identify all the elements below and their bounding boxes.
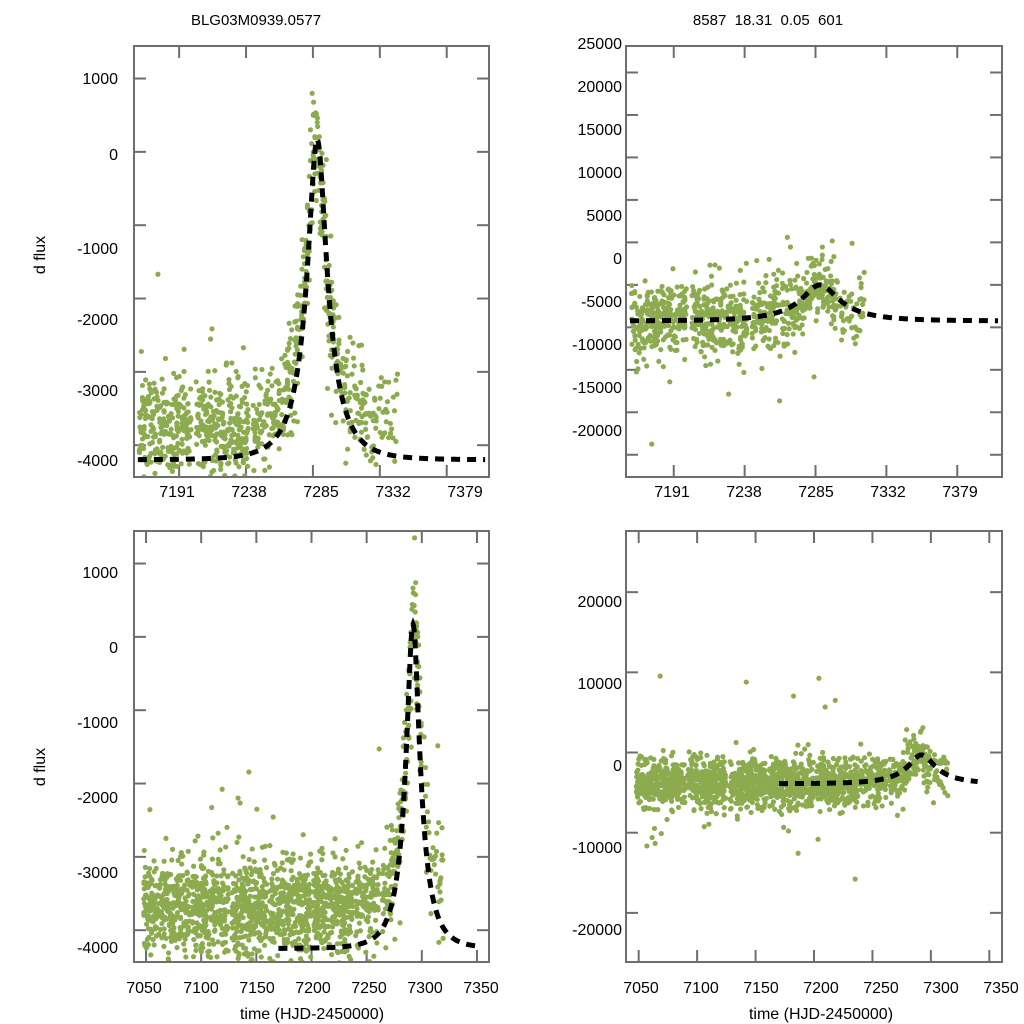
pa-tr-model-curve — [629, 282, 999, 324]
xtick-tl-0: 7191 — [159, 484, 195, 501]
ytick-br-1: 10000 — [577, 676, 623, 693]
xtick-bl-2: 7150 — [239, 980, 275, 997]
xtick-bl-5: 7300 — [407, 980, 443, 997]
xtick-bl-6: 7350 — [463, 980, 499, 997]
ytick-tl-0: 1000 — [82, 71, 118, 88]
xtick-tr-3: 7332 — [870, 484, 906, 501]
ytick-tr-3: 10000 — [577, 165, 623, 182]
panel-bottom-right: 20000 10000 0 -10000 -20000 7050 7100 71… — [512, 512, 1024, 1024]
xtick-br-3: 7200 — [803, 980, 839, 997]
ytick-bl-2: -1000 — [77, 715, 118, 732]
xtick-br-6: 7350 — [983, 980, 1019, 997]
xtick-br-1: 7100 — [683, 980, 719, 997]
ytick-tl-2: -1000 — [77, 241, 118, 258]
plot-area-bottom-left[interactable] — [133, 530, 490, 963]
ytick-tl-1: 0 — [109, 147, 118, 164]
ytick-bl-3: -2000 — [77, 790, 118, 807]
ytick-bl-0: 1000 — [82, 565, 118, 582]
ytick-tr-1: 20000 — [577, 79, 623, 96]
panel-top-right: 8587 18.31 0.05 601 25000 20000 15000 10… — [512, 0, 1024, 512]
pa-tl-data-layer — [135, 47, 488, 476]
pa-br-data-layer — [627, 532, 1001, 961]
ytick-bl-1: 0 — [109, 640, 118, 657]
xtick-br-5: 7300 — [923, 980, 959, 997]
ytick-br-3: -10000 — [572, 840, 622, 857]
ytick-tl-4: -3000 — [77, 383, 118, 400]
xtick-bl-1: 7100 — [183, 980, 219, 997]
ytick-bl-5: -4000 — [77, 940, 118, 957]
pa-tl-model-curve — [137, 134, 486, 463]
xtick-tr-4: 7379 — [942, 484, 978, 501]
panel-bottom-right-xlabel: time (HJD-2450000) — [748, 1006, 894, 1023]
xtick-bl-3: 7200 — [295, 980, 331, 997]
panel-top-left-title: BLG03M0939.0577 — [190, 12, 322, 29]
pa-bl-model-curve — [278, 617, 478, 951]
xtick-tl-3: 7332 — [375, 484, 411, 501]
pa-bl-data-layer — [135, 532, 488, 961]
xtick-br-2: 7150 — [743, 980, 779, 997]
xtick-tr-1: 7238 — [726, 484, 762, 501]
xtick-bl-4: 7250 — [351, 980, 387, 997]
ytick-tr-5: 0 — [613, 251, 622, 268]
panel-top-left: BLG03M0939.0577 d flux 1000 0 -1000 -200… — [0, 0, 512, 512]
ytick-tr-2: 15000 — [577, 122, 623, 139]
ytick-br-0: 20000 — [577, 594, 623, 611]
xtick-bl-0: 7050 — [126, 980, 162, 997]
ytick-tl-5: -4000 — [77, 453, 118, 470]
ytick-tr-8: -15000 — [572, 380, 622, 397]
plot-area-top-left[interactable] — [133, 45, 490, 478]
xtick-br-4: 7250 — [863, 980, 899, 997]
ytick-tr-4: 5000 — [586, 208, 622, 225]
plot-area-top-right[interactable] — [625, 45, 1003, 478]
pa-tr-data-layer — [627, 47, 1001, 476]
ytick-tr-7: -10000 — [572, 337, 622, 354]
plot-area-bottom-right[interactable] — [625, 530, 1003, 963]
panel-bottom-left-xlabel: time (HJD-2450000) — [239, 1006, 385, 1023]
ytick-br-2: 0 — [613, 758, 622, 775]
xtick-br-0: 7050 — [623, 980, 659, 997]
ytick-tl-3: -2000 — [77, 312, 118, 329]
xtick-tr-0: 7191 — [654, 484, 690, 501]
ytick-br-4: -20000 — [572, 922, 622, 939]
xtick-tl-1: 7238 — [231, 484, 267, 501]
pa-br-model-curve — [778, 752, 978, 787]
ytick-bl-4: -3000 — [77, 865, 118, 882]
xtick-tr-2: 7285 — [798, 484, 834, 501]
ytick-tr-0: 25000 — [577, 36, 623, 53]
xtick-tl-4: 7379 — [447, 484, 483, 501]
ytick-tr-6: -5000 — [581, 294, 622, 311]
ytick-tr-9: -20000 — [572, 423, 622, 440]
panel-bottom-left: d flux 1000 0 -1000 -2000 -3000 -4000 70… — [0, 512, 512, 1024]
panel-top-right-title: 8587 18.31 0.05 601 — [692, 12, 844, 29]
xtick-tl-2: 7285 — [303, 484, 339, 501]
